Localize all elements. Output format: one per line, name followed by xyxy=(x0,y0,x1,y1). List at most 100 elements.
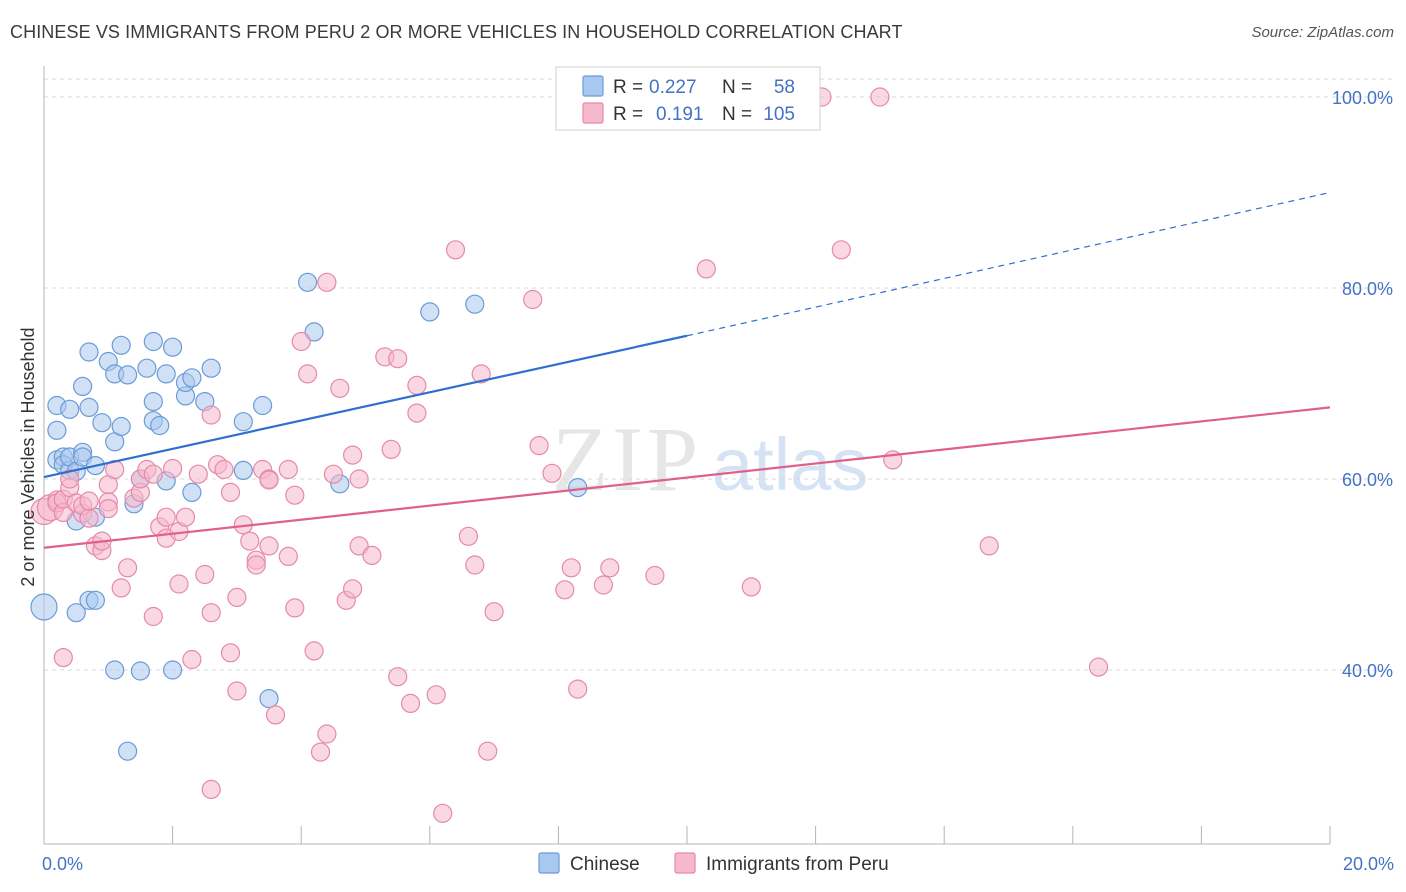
point-peru xyxy=(259,536,279,556)
bottom-legend-label-peru: Immigrants from Peru xyxy=(706,854,889,875)
point-peru xyxy=(529,436,549,456)
point-peru xyxy=(465,555,485,575)
x-tick-label-max: 20.0% xyxy=(1343,854,1394,874)
point-peru xyxy=(645,565,665,586)
point-peru xyxy=(381,439,401,459)
point-chinese xyxy=(304,322,324,342)
point-peru xyxy=(330,378,350,398)
point-chinese xyxy=(233,460,253,480)
point-chinese xyxy=(79,342,99,362)
point-chinese xyxy=(92,413,112,433)
point-peru xyxy=(407,403,427,423)
point-peru xyxy=(445,240,466,260)
point-chinese xyxy=(79,397,99,417)
point-peru xyxy=(349,536,369,556)
point-chinese xyxy=(156,364,176,384)
point-peru xyxy=(400,693,421,714)
point-chinese xyxy=(60,399,80,419)
point-chinese xyxy=(298,272,318,292)
point-chinese xyxy=(201,358,221,378)
point-chinese xyxy=(163,660,183,680)
point-chinese xyxy=(253,395,273,416)
trend-line-peru xyxy=(43,406,1331,549)
point-peru xyxy=(298,364,318,384)
point-peru xyxy=(98,499,118,519)
y-tick-label: 40.0% xyxy=(1342,661,1393,681)
point-chinese xyxy=(420,302,440,322)
legend-n-label-peru: N = xyxy=(722,104,752,125)
point-peru xyxy=(426,685,446,705)
point-peru xyxy=(542,463,562,483)
scatter-points xyxy=(30,87,1109,823)
chart-title: CHINESE VS IMMIGRANTS FROM PERU 2 OR MOR… xyxy=(10,22,903,42)
point-peru xyxy=(143,606,163,627)
point-peru xyxy=(188,464,208,484)
point-peru xyxy=(182,649,202,670)
point-chinese xyxy=(111,416,131,437)
point-peru xyxy=(79,491,99,511)
point-peru xyxy=(175,507,196,527)
point-peru xyxy=(433,803,453,823)
top-legend: R = 0.227 N = 58 R = 0.191 N = 105 xyxy=(555,66,821,131)
bottom-legend: Chinese Immigrants from Peru xyxy=(538,852,889,875)
point-peru xyxy=(362,545,382,566)
y-tick-label: 60.0% xyxy=(1342,470,1393,490)
point-peru xyxy=(163,458,183,479)
point-chinese xyxy=(259,688,279,709)
point-chinese xyxy=(182,368,202,388)
axes: 40.0% 60.0% 80.0% 100.0% xyxy=(43,66,1393,845)
point-chinese xyxy=(85,590,106,610)
y-axis-label: 2 or more Vehicles in Household xyxy=(18,327,38,586)
x-tick-label-min: 0.0% xyxy=(42,854,83,874)
point-peru xyxy=(143,464,163,484)
point-chinese xyxy=(182,482,202,502)
point-peru xyxy=(201,405,221,425)
point-peru xyxy=(227,587,247,608)
point-chinese xyxy=(47,420,67,440)
point-peru xyxy=(561,558,581,578)
point-peru xyxy=(458,526,478,546)
point-peru xyxy=(291,331,311,352)
point-chinese xyxy=(111,335,131,355)
y-tick-label: 100.0% xyxy=(1332,88,1393,108)
point-peru xyxy=(246,555,266,575)
bottom-legend-swatch-chinese xyxy=(538,852,560,874)
legend-r-value-peru: 0.191 xyxy=(656,104,704,125)
point-peru xyxy=(343,579,363,599)
legend-n-value-chinese: 58 xyxy=(774,77,795,98)
point-peru xyxy=(53,647,73,668)
point-peru xyxy=(741,577,761,597)
point-chinese xyxy=(150,415,170,436)
point-peru xyxy=(227,681,247,701)
point-chinese xyxy=(130,661,150,681)
point-peru xyxy=(285,485,305,505)
point-peru xyxy=(523,289,543,310)
point-peru xyxy=(310,742,331,762)
point-peru xyxy=(304,641,324,661)
point-chinese xyxy=(66,603,86,623)
watermark-atlas: atlas xyxy=(712,423,868,506)
point-chinese xyxy=(117,365,138,385)
point-peru xyxy=(240,531,260,551)
trend-line-chinese xyxy=(43,334,688,479)
point-peru xyxy=(471,364,491,384)
point-peru xyxy=(195,564,215,585)
watermark: ZIP atlas xyxy=(552,408,868,510)
point-peru xyxy=(388,667,408,687)
bottom-legend-swatch-peru xyxy=(674,852,696,874)
point-chinese xyxy=(117,741,138,761)
point-peru xyxy=(117,558,138,578)
point-peru xyxy=(156,507,176,527)
point-peru xyxy=(484,602,504,622)
point-peru xyxy=(979,536,999,556)
point-peru xyxy=(407,375,427,395)
legend-r-label-chinese: R = xyxy=(613,77,643,98)
legend-n-label-chinese: N = xyxy=(722,77,752,98)
legend-n-value-peru: 105 xyxy=(763,104,795,125)
point-peru xyxy=(278,546,298,567)
point-chinese xyxy=(30,593,58,621)
point-chinese xyxy=(465,294,485,314)
point-peru xyxy=(265,705,286,725)
point-peru xyxy=(60,469,80,489)
